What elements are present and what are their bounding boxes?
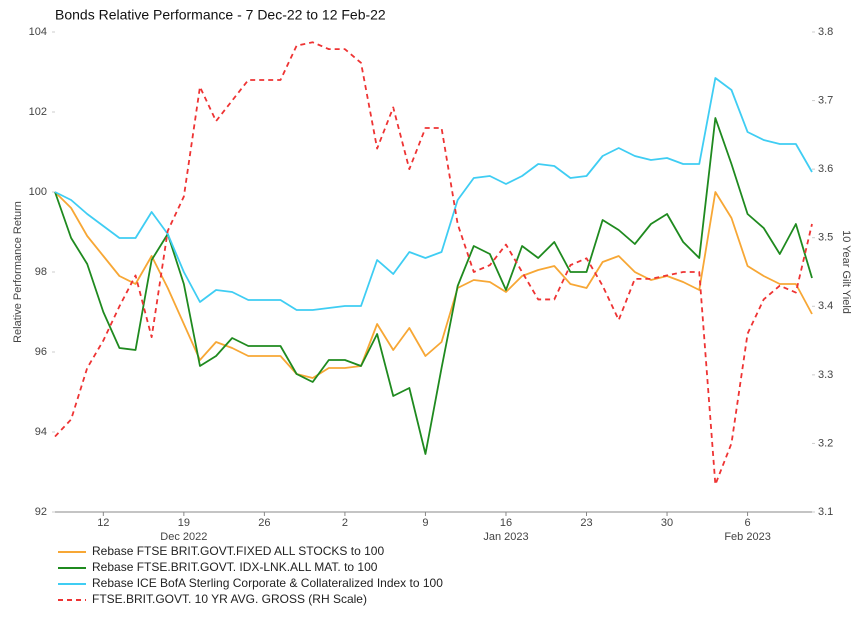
x-tick-label: 19 (178, 517, 190, 529)
x-tick-label: 16 (500, 517, 512, 529)
y2-tick-label: 3.6 (818, 163, 833, 175)
y-axis-label: Relative Performance Return (12, 201, 24, 343)
y-tick-label: 102 (29, 106, 47, 118)
legend-text: FTSE.BRIT.GOVT. 10 YR AVG. GROSS (RH Sca… (92, 592, 367, 606)
x-period-label: Dec 2022 (160, 531, 207, 543)
x-tick-label: 2 (342, 517, 348, 529)
x-tick-label: 12 (97, 517, 109, 529)
series-line (54, 41, 813, 486)
series-line (54, 117, 813, 455)
series-line (54, 191, 813, 379)
x-tick-label: 30 (661, 517, 673, 529)
y-tick-label: 96 (35, 346, 47, 358)
legend-text: Rebase FTSE BRIT.GOVT.FIXED ALL STOCKS t… (92, 544, 384, 558)
series-line (54, 77, 813, 311)
legend-text: Rebase ICE BofA Sterling Corporate & Col… (92, 576, 443, 590)
legend-text: Rebase FTSE.BRIT.GOVT. IDX-LNK.ALL MAT. … (92, 560, 378, 574)
y2-tick-label: 3.4 (818, 300, 833, 312)
y-tick-label: 92 (35, 506, 47, 518)
y2-tick-label: 3.3 (818, 369, 833, 381)
x-tick-label: 9 (422, 517, 428, 529)
y2-tick-label: 3.5 (818, 232, 833, 244)
x-period-label: Jan 2023 (483, 531, 528, 543)
chart-title: Bonds Relative Performance - 7 Dec-22 to… (55, 7, 386, 23)
y2-tick-label: 3.7 (818, 94, 833, 106)
y-tick-label: 98 (35, 266, 47, 278)
y2-tick-label: 3.1 (818, 506, 833, 518)
x-tick-label: 23 (580, 517, 592, 529)
y2-tick-label: 3.2 (818, 437, 833, 449)
y-tick-label: 100 (29, 186, 47, 198)
x-tick-label: 26 (258, 517, 270, 529)
x-tick-label: 6 (745, 517, 751, 529)
y-tick-label: 94 (35, 426, 47, 438)
y-tick-label: 104 (29, 26, 47, 38)
y2-axis-label: 10 Year Gilt Yield (840, 230, 852, 314)
x-period-label: Feb 2023 (724, 531, 770, 543)
y2-tick-label: 3.8 (818, 26, 833, 38)
